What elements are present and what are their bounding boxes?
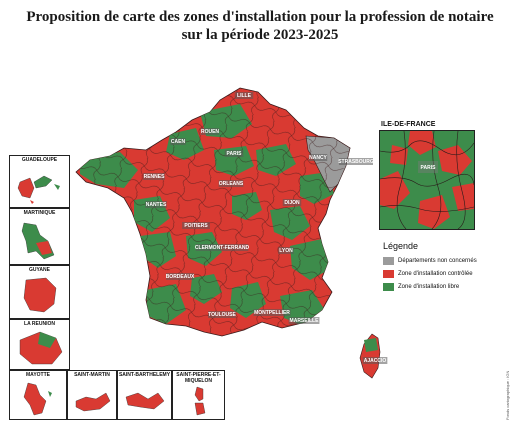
city-label-bg xyxy=(200,128,220,135)
city-label-paris: PARIS xyxy=(227,151,243,157)
city-label-bg xyxy=(253,309,291,316)
city-label-poitiers: POITIERS xyxy=(184,223,208,229)
inset-saint-martin: SAINT-MARTIN xyxy=(67,370,117,420)
inset-saint-barthelemy: SAINT-BARTHELEMY xyxy=(117,370,172,420)
map-credit: Fonds cartographique : IGN xyxy=(505,370,510,420)
city-label-lyon: LYON xyxy=(279,248,293,254)
city-label-montpellier: MONTPELLIER xyxy=(254,310,290,316)
city-label-lille: LILLE xyxy=(237,93,252,99)
inset-label: GUYANE xyxy=(29,267,50,273)
inset-label: SAINT-PIERRE-ET-MIQUELON xyxy=(176,372,221,384)
city-label-rouen: ROUEN xyxy=(201,129,219,135)
legend-label: Départements non concernés xyxy=(398,258,477,264)
city-label-bg xyxy=(308,154,328,161)
city-label-bordeaux: BORDEAUX xyxy=(166,274,195,280)
city-label-bg xyxy=(288,317,320,324)
ile-de-france-inset: PARIS xyxy=(379,130,475,230)
city-label-clermont-ferrand: CLERMONT-FERRAND xyxy=(195,245,250,251)
idf-paris-label: PARIS xyxy=(421,165,437,171)
city-label-bg xyxy=(166,273,194,280)
legend-title: Légende xyxy=(383,241,419,251)
city-label-bg xyxy=(224,150,244,157)
inset-label: SAINT-MARTIN xyxy=(74,372,110,378)
city-label-toulouse: TOULOUSE xyxy=(208,312,236,318)
city-label-strasbourg: STRASBOURG xyxy=(338,159,374,165)
city-label-bg xyxy=(182,222,210,229)
inset-guyane: GUYANE xyxy=(9,265,70,319)
inset-label: MARTINIQUE xyxy=(23,210,56,216)
city-label-nantes: NANTES xyxy=(146,202,167,208)
map-title: Proposition de carte des zones d'install… xyxy=(0,8,520,44)
city-label-bg xyxy=(195,244,249,251)
city-label-nancy: NANCY xyxy=(309,155,327,161)
city-label-bg xyxy=(282,199,302,206)
city-label-bg xyxy=(339,158,373,165)
city-label-caen: CAEN xyxy=(171,139,186,145)
inset-label: LA REUNION xyxy=(24,321,55,327)
title-line-2: sur la période 2023-2025 xyxy=(181,27,339,43)
city-label-bg xyxy=(145,201,167,208)
city-label-bg xyxy=(234,92,254,99)
legend-item-not-concerned: Départements non concernés xyxy=(383,256,477,266)
inset-label: GUADELOUPE xyxy=(21,157,58,163)
legend-swatch xyxy=(383,257,394,265)
city-label-bg xyxy=(170,138,186,145)
city-label-rennes: RENNES xyxy=(144,174,166,180)
title-line-1: Proposition de carte des zones d'install… xyxy=(26,9,494,25)
city-label-dijon: DIJON xyxy=(284,200,300,206)
legend-label: Zone d'installation libre xyxy=(398,284,460,290)
city-label-bg xyxy=(208,311,236,318)
city-label-orleans: ORLEANS xyxy=(219,181,244,187)
inset-martinique: MARTINIQUE xyxy=(9,208,70,265)
inset-saint-pierre-et-miquelon: SAINT-PIERRE-ET-MIQUELON xyxy=(172,370,225,420)
city-label-marseille: MARSEILLE xyxy=(290,318,320,324)
inset-label: SAINT-BARTHELEMY xyxy=(118,372,171,378)
legend-swatch xyxy=(383,270,394,278)
city-label-bg xyxy=(362,357,388,364)
legend-item-controlled: Zone d'installation contrôlée xyxy=(383,269,473,279)
inset-label: MAYOTTE xyxy=(26,372,50,378)
city-label-bg xyxy=(143,173,165,180)
city-labels: LILLE ROUEN CAEN PARIS NANCY STRASBOURG RENNES… xyxy=(143,92,388,364)
city-label-bg xyxy=(218,180,244,187)
legend-label: Zone d'installation contrôlée xyxy=(398,271,473,277)
ile-de-france-title: ILE-DE-FRANCE xyxy=(381,121,436,128)
inset-la-reunion: LA REUNION xyxy=(9,319,70,370)
legend-swatch xyxy=(383,283,394,291)
legend-item-free: Zone d'installation libre xyxy=(383,282,459,292)
inset-mayotte: MAYOTTE xyxy=(9,370,67,420)
inset-guadeloupe: GUADELOUPE xyxy=(9,155,70,208)
city-label-ajaccio: AJACCIO xyxy=(364,358,387,364)
city-label-bg xyxy=(278,247,294,254)
